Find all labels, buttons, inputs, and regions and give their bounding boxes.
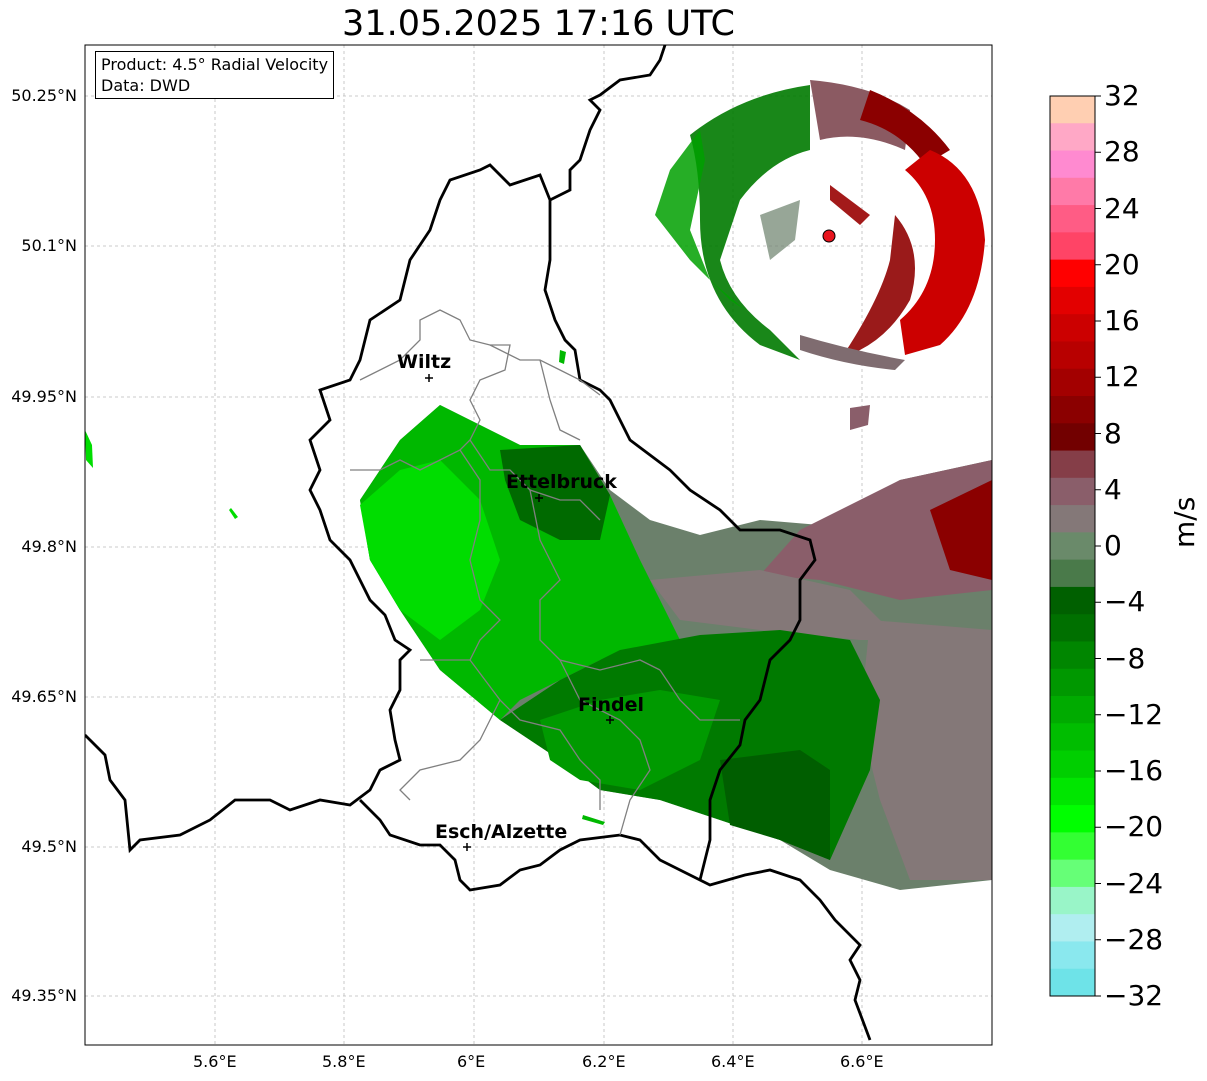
colorbar-segment (1050, 723, 1095, 752)
data-source-label: Data: DWD (101, 76, 191, 95)
colorbar-segment (1050, 886, 1095, 915)
colorbar-tick-label: 16 (1104, 304, 1140, 337)
colorbar-segment (1050, 396, 1095, 424)
colorbar-tick-label: 4 (1104, 472, 1122, 506)
lon-tick-label: 6°E (457, 1052, 486, 1071)
lat-tick-label: 50.1°N (21, 236, 77, 255)
colorbar-segment (1050, 532, 1095, 561)
lon-tick-label: 6.2°E (582, 1052, 626, 1071)
colorbar (1050, 96, 1095, 997)
lat-tick-label: 50.25°N (11, 86, 77, 105)
colorbar-segment (1050, 96, 1095, 124)
lon-tick-label: 5.8°E (322, 1052, 366, 1071)
lat-tick-label: 49.65°N (11, 687, 77, 706)
colorbar-segment (1050, 586, 1095, 615)
colorbar-tick-label: −12 (1104, 697, 1164, 731)
colorbar-tick-label: −32 (1104, 979, 1164, 1012)
colorbar-segment (1050, 450, 1095, 479)
colorbar-segment (1050, 341, 1095, 370)
colorbar-tick-label: −28 (1104, 922, 1164, 956)
colorbar-segment (1050, 805, 1095, 833)
colorbar-segment (1050, 614, 1095, 642)
colorbar-segment (1050, 941, 1095, 970)
colorbar-tick-label: −8 (1104, 641, 1146, 675)
colorbar-segment (1050, 668, 1095, 697)
colorbar-tick-label: 0 (1104, 529, 1122, 562)
colorbar-segment (1050, 123, 1095, 152)
colorbar-segment (1050, 368, 1095, 397)
lon-tick-label: 6.6°E (840, 1052, 884, 1071)
colorbar-segment (1050, 259, 1095, 288)
radar-site-marker (822, 229, 836, 243)
lat-tick-label: 49.95°N (11, 387, 77, 406)
colorbar-segment (1050, 914, 1095, 942)
colorbar-segment (1050, 641, 1095, 670)
colorbar-tick-label: 20 (1104, 247, 1140, 281)
colorbar-tick-label: −24 (1104, 866, 1164, 900)
city-label-esch-alzette: Esch/Alzette (435, 821, 568, 843)
colorbar-segment (1050, 859, 1095, 888)
product-info-box: Product: 4.5° Radial Velocity Data: DWD (95, 51, 335, 99)
colorbar-segment (1050, 423, 1095, 452)
colorbar-segment (1050, 205, 1095, 233)
colorbar-segment (1050, 477, 1095, 506)
colorbar-tick-label: 24 (1104, 191, 1140, 225)
product-label: Product: 4.5° Radial Velocity (101, 55, 329, 74)
colorbar-segment (1050, 177, 1095, 206)
canton-borders (350, 309, 740, 836)
colorbar-segment (1050, 696, 1095, 724)
map-title: 31.05.2025 17:16 UTC (342, 4, 735, 44)
city-label-ettelbruck: Ettelbruck (506, 471, 617, 493)
echo-ring-north (655, 80, 985, 430)
lat-tick-label: 49.5°N (21, 837, 77, 856)
colorbar-segment (1050, 314, 1095, 342)
colorbar-tick-label: −4 (1104, 585, 1146, 619)
colorbar-segment (1050, 232, 1095, 261)
colorbar-segment (1050, 150, 1095, 179)
colorbar-tick-label: 8 (1104, 416, 1122, 450)
lon-tick-label: 6.4°E (711, 1052, 755, 1071)
echo-band-south (360, 405, 992, 890)
city-markers (425, 374, 614, 851)
lat-tick-label: 49.35°N (11, 986, 77, 1005)
colorbar-segment (1050, 777, 1095, 806)
colorbar-tick-label: 32 (1104, 79, 1140, 112)
colorbar-segment (1050, 750, 1095, 779)
colorbar-segment (1050, 505, 1095, 533)
lon-tick-label: 5.6°E (193, 1052, 237, 1071)
city-label-findel: Findel (578, 694, 645, 716)
colorbar-segment (1050, 559, 1095, 588)
echo-fragments (85, 350, 605, 825)
colorbar-unit-label: m/s (1168, 496, 1201, 548)
colorbar-segment (1050, 968, 1095, 997)
country-borders (85, 45, 872, 1041)
city-label-wiltz: Wiltz (397, 351, 452, 373)
colorbar-tick-label: 12 (1104, 360, 1140, 394)
colorbar-segment (1050, 832, 1095, 861)
colorbar-segment (1050, 286, 1095, 315)
lat-tick-label: 49.8°N (21, 537, 77, 556)
map-frame (84, 44, 993, 1046)
colorbar-tick-label: 28 (1104, 135, 1140, 169)
colorbar-tick-label: −20 (1104, 810, 1164, 844)
colorbar-tick-label: −16 (1104, 754, 1164, 787)
